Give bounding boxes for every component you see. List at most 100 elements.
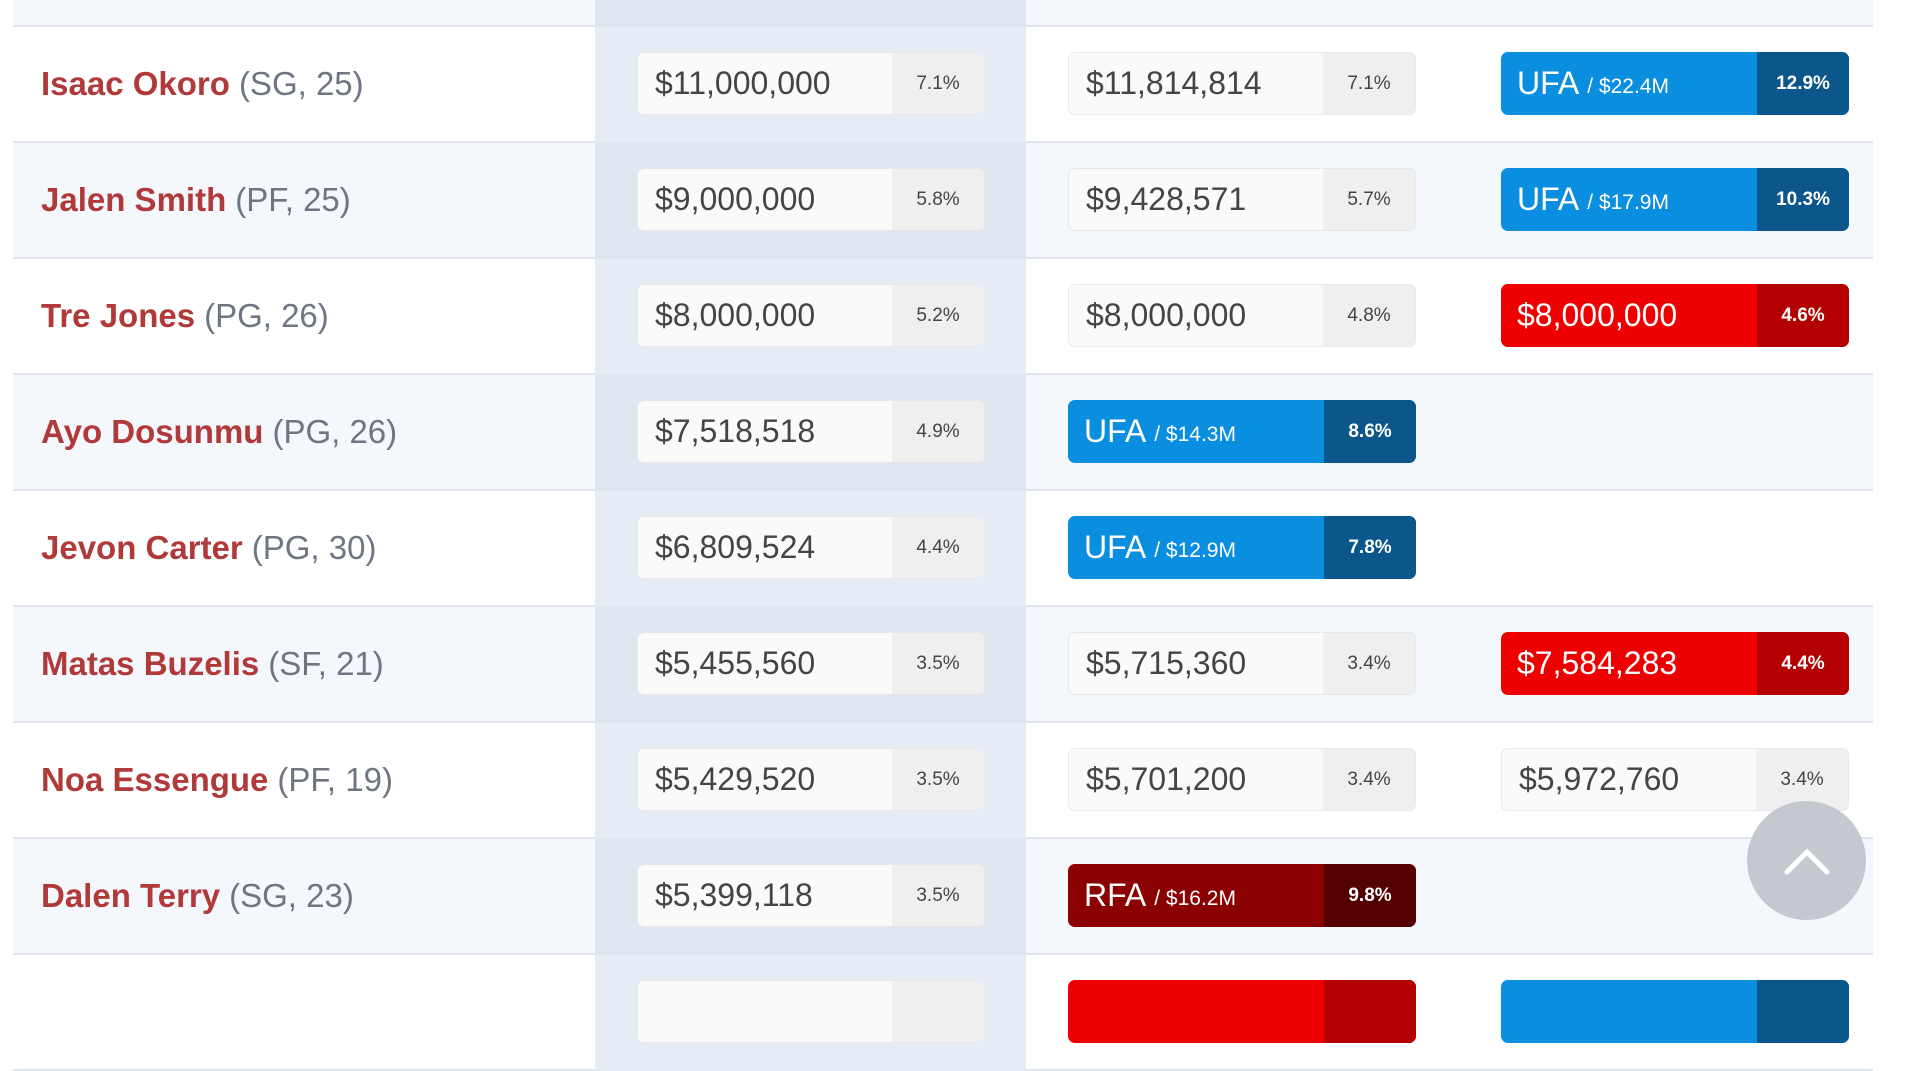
table-row: Noa Essengue (PF, 19) $5,429,520 3.5% $5,701…	[13, 723, 1873, 839]
cap-percentage	[1757, 980, 1849, 1043]
salary-cell: $5,972,760 3.4%	[1501, 748, 1849, 811]
player-name-link[interactable]: Ayo Dosunmu	[41, 413, 264, 450]
salary-amount: $9,428,571	[1069, 169, 1323, 230]
amount-text: $5,972,760	[1519, 761, 1680, 797]
table-row: Matas Buzelis (SF, 21) $5,455,560 3.5% $5,71…	[13, 607, 1873, 723]
cap-percentage: 5.2%	[892, 285, 984, 346]
salary-amount: $6,809,524	[638, 517, 892, 578]
ufa-status-cell: UFA / $17.9M 10.3%	[1501, 168, 1849, 231]
salary-amount: $8,000,000	[1069, 285, 1323, 346]
player-position-age: (PG, 30)	[251, 529, 377, 566]
player-name-link[interactable]: Jevon Carter	[41, 529, 243, 566]
chevron-up-icon	[1784, 847, 1829, 874]
player-cell	[41, 0, 50, 25]
amount-text: $5,715,360	[1086, 645, 1247, 681]
salary-cell: $8,000,000 5.2%	[637, 284, 985, 347]
salary-cell: $9,428,571 5.7%	[1068, 168, 1416, 231]
salary-amount: $11,814,814	[1069, 53, 1323, 114]
amount-text: UFA	[1517, 65, 1580, 101]
salary-amount: UFA / $17.9M	[1501, 168, 1757, 231]
team-option-salary-cell: $8,000,000 4.6%	[1501, 284, 1849, 347]
cap-percentage: 4.9%	[892, 401, 984, 462]
table-row: Isaac Okoro (SG, 25) $11,000,000 7.1% $11,81…	[13, 27, 1873, 143]
current-season-column-highlight	[595, 0, 1026, 27]
projected-salary: / $16.2M	[1154, 886, 1236, 910]
cap-percentage: 5.8%	[892, 169, 984, 230]
cap-percentage: 7.1%	[1323, 53, 1415, 114]
salary-table: Isaac Okoro (SG, 25) $11,000,000 7.1% $11,81…	[13, 0, 1873, 1071]
salary-amount: $8,000,000	[1501, 284, 1757, 347]
team-option-salary-cell: $7,584,283 4.4%	[1501, 632, 1849, 695]
player-name-link[interactable]: Tre Jones	[41, 297, 196, 334]
amount-text: $7,584,283	[1517, 645, 1678, 681]
amount-text: $9,000,000	[655, 181, 816, 217]
rfa-status-cell: RFA / $16.2M 9.8%	[1068, 864, 1416, 927]
amount-text: RFA	[1084, 877, 1147, 913]
amount-text: $7,518,518	[655, 413, 816, 449]
table-row: Dalen Terry (SG, 23) $5,399,118 3.5% RFA / $1…	[13, 839, 1873, 955]
player-name-link[interactable]: Jalen Smith	[41, 181, 227, 218]
salary-cell: $5,455,560 3.5%	[637, 632, 985, 695]
player-cell: Ayo Dosunmu (PG, 26)	[41, 375, 397, 489]
salary-cell: $5,701,200 3.4%	[1068, 748, 1416, 811]
amount-text: $11,814,814	[1086, 65, 1262, 101]
cap-percentage: 3.5%	[892, 633, 984, 694]
ufa-status-cell: UFA / $12.9M 7.8%	[1068, 516, 1416, 579]
cap-percentage: 4.6%	[1757, 284, 1849, 347]
salary-amount: $8,000,000	[638, 285, 892, 346]
player-position-age: (SG, 23)	[229, 877, 354, 914]
salary-amount: $9,000,000	[638, 169, 892, 230]
amount-text: $8,000,000	[655, 297, 816, 333]
table-row: Ayo Dosunmu (PG, 26) $7,518,518 4.9% UFA / $1…	[13, 375, 1873, 491]
table-row	[13, 955, 1873, 1071]
salary-amount: $5,399,118	[638, 865, 892, 926]
salary-amount	[1068, 980, 1324, 1043]
player-cell: Tre Jones (PG, 26)	[41, 259, 329, 373]
cap-percentage: 7.8%	[1324, 516, 1416, 579]
amount-text: $8,000,000	[1086, 297, 1247, 333]
amount-text: $5,701,200	[1086, 761, 1247, 797]
salary-amount: $5,701,200	[1069, 749, 1323, 810]
player-name-link[interactable]: Isaac Okoro	[41, 65, 230, 102]
player-cell: Jevon Carter (PG, 30)	[41, 491, 376, 605]
projected-salary: / $22.4M	[1587, 74, 1669, 98]
salary-amount: UFA / $12.9M	[1068, 516, 1324, 579]
salary-amount: $11,000,000	[638, 53, 892, 114]
cap-percentage: 3.5%	[892, 865, 984, 926]
player-position-age: (PG, 26)	[272, 413, 398, 450]
amount-text: $5,399,118	[655, 877, 813, 913]
amount-text: $5,455,560	[655, 645, 816, 681]
projected-salary: / $12.9M	[1154, 538, 1236, 562]
amount-text: $9,428,571	[1086, 181, 1247, 217]
salary-cell: $11,000,000 7.1%	[637, 52, 985, 115]
player-name-link[interactable]: Matas Buzelis	[41, 645, 260, 682]
salary-amount: $5,429,520	[638, 749, 892, 810]
cap-percentage: 8.6%	[1324, 400, 1416, 463]
table-row: Jevon Carter (PG, 30) $6,809,524 4.4% UFA / $…	[13, 491, 1873, 607]
player-cell: Dalen Terry (SG, 23)	[41, 839, 354, 953]
team-option-salary-cell	[1068, 980, 1416, 1043]
salary-amount	[638, 981, 892, 1042]
player-name-link[interactable]: Dalen Terry	[41, 877, 221, 914]
player-name-link[interactable]: Noa Essengue	[41, 761, 269, 798]
salary-amount: $7,518,518	[638, 401, 892, 462]
player-position-age: (PG, 26)	[204, 297, 329, 334]
salary-amount	[1501, 980, 1757, 1043]
salary-cell: $5,399,118 3.5%	[637, 864, 985, 927]
player-cell: Noa Essengue (PF, 19)	[41, 723, 393, 837]
salary-amount: $5,455,560	[638, 633, 892, 694]
salary-cell: $11,814,814 7.1%	[1068, 52, 1416, 115]
cap-percentage	[892, 981, 984, 1042]
amount-text: UFA	[1084, 413, 1147, 449]
amount-text: $6,809,524	[655, 529, 816, 565]
cap-percentage: 4.4%	[892, 517, 984, 578]
salary-cell	[637, 980, 985, 1043]
salary-cell: $7,518,518 4.9%	[637, 400, 985, 463]
salary-cell: $9,000,000 5.8%	[637, 168, 985, 231]
player-cell	[41, 955, 50, 1069]
table-row	[13, 0, 1873, 27]
scroll-to-top-button[interactable]	[1747, 801, 1866, 920]
player-position-age: (SF, 21)	[268, 645, 384, 682]
cap-percentage: 4.4%	[1757, 632, 1849, 695]
salary-amount: $5,715,360	[1069, 633, 1323, 694]
